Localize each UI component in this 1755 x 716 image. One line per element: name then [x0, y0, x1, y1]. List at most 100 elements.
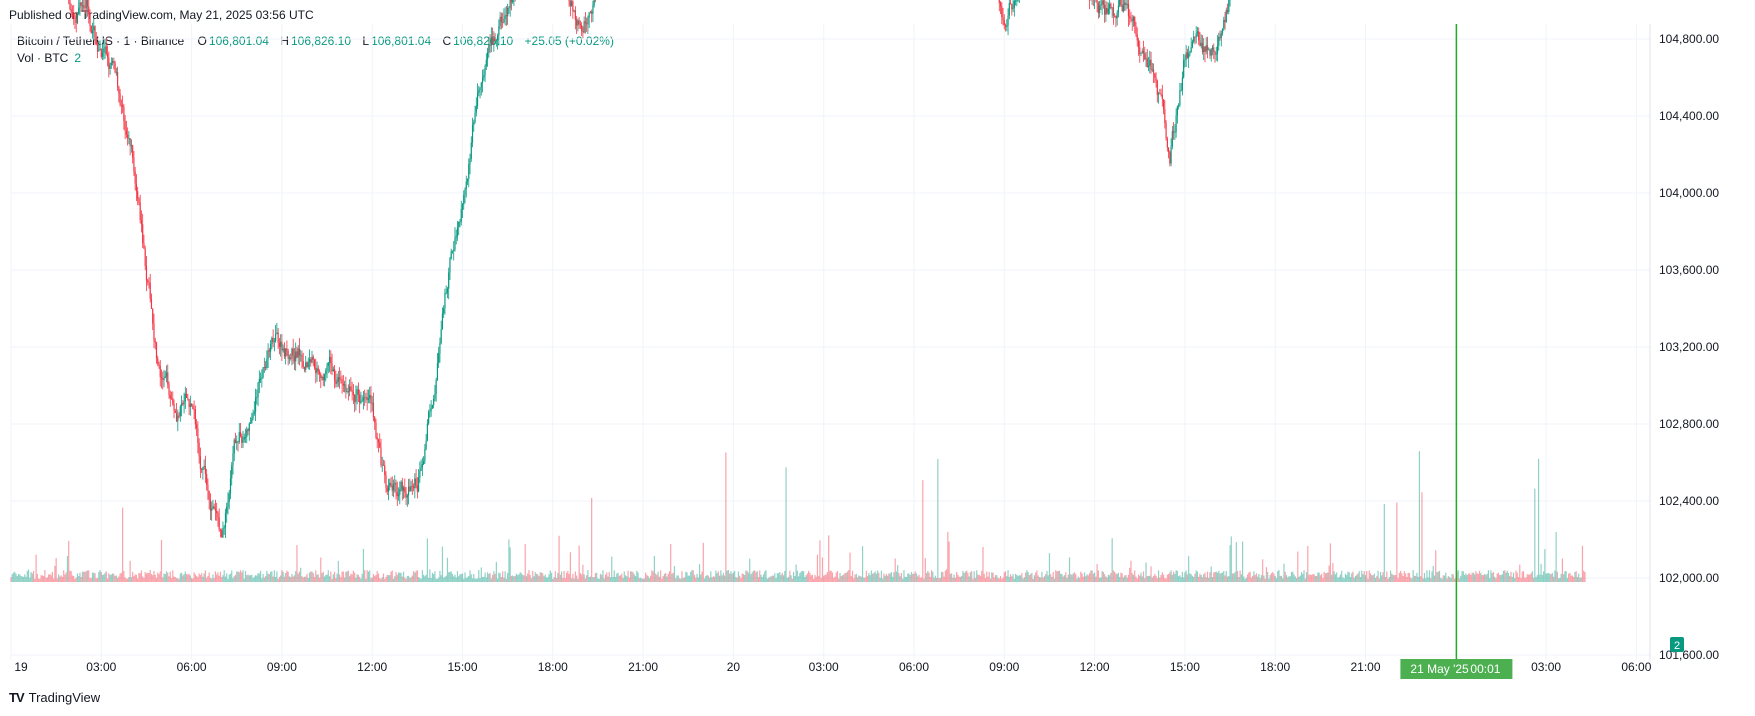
- volume-bar: [434, 571, 436, 582]
- volume-bar: [568, 574, 570, 582]
- volume-bar: [1511, 576, 1513, 582]
- volume-bar: [574, 571, 576, 582]
- volume-bar: [1194, 573, 1196, 582]
- volume-bar: [820, 578, 822, 582]
- volume-bar: [986, 571, 988, 582]
- volume-bar: [524, 544, 526, 582]
- volume-bar: [845, 572, 847, 582]
- volume-bar: [1150, 566, 1152, 582]
- volume-bar: [920, 577, 923, 582]
- candle-body: [129, 138, 131, 147]
- candle-body: [448, 272, 450, 289]
- volume-bar: [460, 573, 462, 582]
- volume-bar: [966, 570, 968, 582]
- volume-bar: [539, 572, 541, 582]
- volume-bar: [1352, 571, 1354, 582]
- volume-bar: [275, 577, 277, 582]
- candle-body: [480, 82, 482, 88]
- volume-bar: [646, 574, 648, 582]
- volume-bar: [1032, 578, 1034, 582]
- candle-body: [159, 365, 161, 378]
- volume-bar: [518, 574, 520, 582]
- volume-bar: [369, 570, 371, 582]
- time-tick-label: 09:00: [267, 660, 297, 674]
- candle-body: [459, 221, 461, 223]
- volume-label[interactable]: Vol · BTC: [17, 51, 69, 65]
- volume-bar: [64, 574, 66, 582]
- candle-body: [266, 359, 268, 368]
- candle-body: [354, 394, 356, 402]
- volume-bar: [800, 571, 802, 582]
- volume-bar: [775, 578, 777, 582]
- volume-bar: [342, 571, 344, 582]
- volume-bar: [499, 573, 501, 582]
- candle-body: [1110, 3, 1112, 8]
- volume-bar: [445, 575, 447, 582]
- time-tick-label: 18:00: [538, 660, 568, 674]
- tradingview-brand[interactable]: TV TradingView: [9, 690, 100, 705]
- candle-body: [312, 356, 314, 360]
- candle-body: [451, 250, 454, 252]
- volume-bar: [238, 572, 240, 582]
- volume-bar: [525, 576, 528, 582]
- volume-bar: [749, 558, 751, 582]
- candle-body: [389, 482, 391, 487]
- volume-bar: [1342, 577, 1344, 582]
- volume-bar: [392, 578, 395, 582]
- volume-bar: [11, 574, 13, 582]
- volume-bar: [264, 576, 267, 582]
- volume-bar: [1576, 576, 1579, 582]
- candle-body: [232, 453, 234, 466]
- volume-bar: [851, 570, 854, 582]
- volume-bar: [1288, 576, 1290, 582]
- candle-body: [586, 23, 588, 25]
- volume-bar: [1561, 558, 1564, 582]
- volume-bar: [400, 572, 402, 582]
- volume-bar: [148, 573, 150, 582]
- candle-body: [237, 441, 239, 443]
- volume-bar: [449, 571, 451, 582]
- volume-bar: [818, 575, 820, 582]
- candle-body: [485, 59, 487, 67]
- candle-body: [1144, 53, 1146, 60]
- volume-bar: [720, 570, 722, 582]
- volume-bar: [793, 571, 795, 582]
- volume-bar: [1193, 577, 1195, 582]
- candle-body: [137, 191, 139, 199]
- volume-bar: [1205, 577, 1207, 582]
- volume-bar: [1451, 573, 1453, 582]
- volume-bar: [218, 575, 220, 582]
- candle-body: [130, 145, 132, 147]
- volume-bar: [553, 577, 555, 582]
- volume-bar: [1499, 575, 1501, 582]
- candle-body: [458, 221, 460, 228]
- volume-bar: [232, 578, 234, 582]
- candle-body: [407, 486, 410, 496]
- candle-body: [179, 406, 181, 417]
- volume-bar: [1527, 574, 1530, 582]
- candle-body: [1161, 94, 1163, 100]
- volume-bar: [46, 577, 48, 582]
- volume-bar: [994, 575, 997, 582]
- volume-bar: [1317, 572, 1319, 582]
- candle-body: [1112, 7, 1115, 16]
- candle-body: [592, 5, 594, 14]
- volume-bar: [1279, 575, 1281, 582]
- volume-bar: [132, 571, 134, 582]
- candle-body: [276, 332, 278, 335]
- candle-body: [573, 10, 575, 12]
- candle-body: [124, 120, 126, 131]
- volume-bar: [364, 570, 366, 582]
- symbol-label[interactable]: Bitcoin / TetherUS · 1 · Binance: [17, 34, 185, 48]
- volume-bar: [1401, 573, 1403, 582]
- volume-bar: [492, 574, 494, 582]
- volume-bar: [1006, 576, 1008, 582]
- volume-bar: [1082, 576, 1084, 582]
- volume-bar: [787, 576, 790, 582]
- volume-bar: [1282, 578, 1284, 582]
- volume-bar: [883, 573, 885, 582]
- volume-bar: [1398, 572, 1400, 582]
- volume-bar: [1218, 570, 1220, 582]
- volume-bar: [209, 577, 212, 582]
